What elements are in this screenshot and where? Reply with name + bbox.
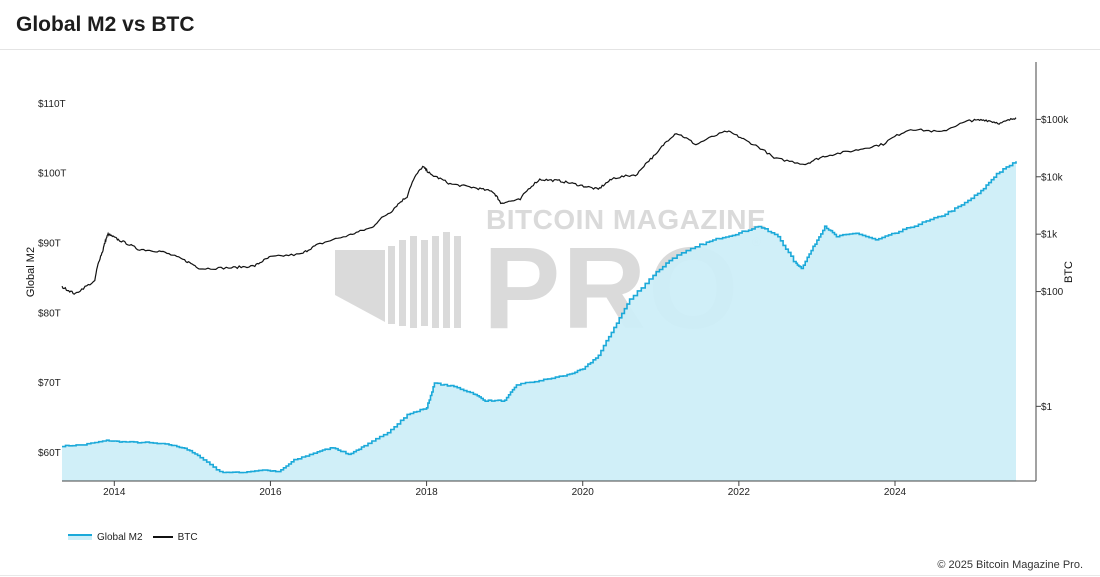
- legend-item-btc[interactable]: BTC: [152, 531, 198, 543]
- x-tick-label: 2024: [884, 487, 907, 498]
- right-tick-label: $100k: [1041, 115, 1069, 126]
- left-tick-label: $60T: [38, 448, 61, 459]
- x-tick-label: 2018: [415, 487, 438, 498]
- right-axis-title: BTC: [1063, 261, 1075, 283]
- right-tick-label: $10k: [1041, 172, 1064, 183]
- x-tick-label: 2016: [259, 487, 282, 498]
- header-bar: Global M2 vs BTC: [0, 0, 1100, 50]
- left-axis-ticks: $60T $70T $80T $90T $100T $110T: [38, 99, 66, 459]
- right-tick-label: $100: [1041, 287, 1064, 298]
- legend-swatch-m2: [68, 534, 92, 540]
- watermark-bars-logo: [335, 232, 461, 328]
- right-axis-ticks: $1 $100 $1k $10k $100k: [1036, 115, 1069, 413]
- left-tick-label: $80T: [38, 308, 61, 319]
- x-tick-label: 2014: [103, 487, 126, 498]
- left-axis-title: Global M2: [25, 247, 37, 297]
- left-tick-label: $90T: [38, 239, 61, 250]
- bottom-divider: [0, 575, 1100, 576]
- btc-line: [61, 117, 1017, 295]
- x-tick-label: 2020: [572, 487, 595, 498]
- right-tick-label: $1: [1041, 402, 1053, 413]
- right-tick-label: $1k: [1041, 230, 1058, 241]
- x-tick-label: 2022: [728, 487, 751, 498]
- watermark-brand: BITCOIN MAGAZINE: [486, 204, 766, 235]
- legend-label-btc: BTC: [177, 531, 198, 543]
- legend-item-global-m2[interactable]: Global M2: [68, 532, 143, 543]
- left-tick-label: $100T: [38, 169, 66, 180]
- legend-label-m2: Global M2: [97, 531, 143, 543]
- legend: Global M2 BTC: [68, 530, 198, 544]
- plot-area: [61, 117, 1017, 481]
- left-tick-label: $70T: [38, 378, 61, 389]
- x-axis-ticks: 2014 2016 2018 2020 2022 2024: [103, 481, 907, 498]
- copyright-text: © 2025 Bitcoin Magazine Pro.: [937, 559, 1083, 571]
- legend-swatch-btc: [152, 536, 173, 538]
- left-tick-label: $110T: [38, 99, 66, 110]
- m2-line: [62, 161, 1017, 474]
- page-title: Global M2 vs BTC: [16, 13, 195, 36]
- m2-area: [62, 161, 1016, 481]
